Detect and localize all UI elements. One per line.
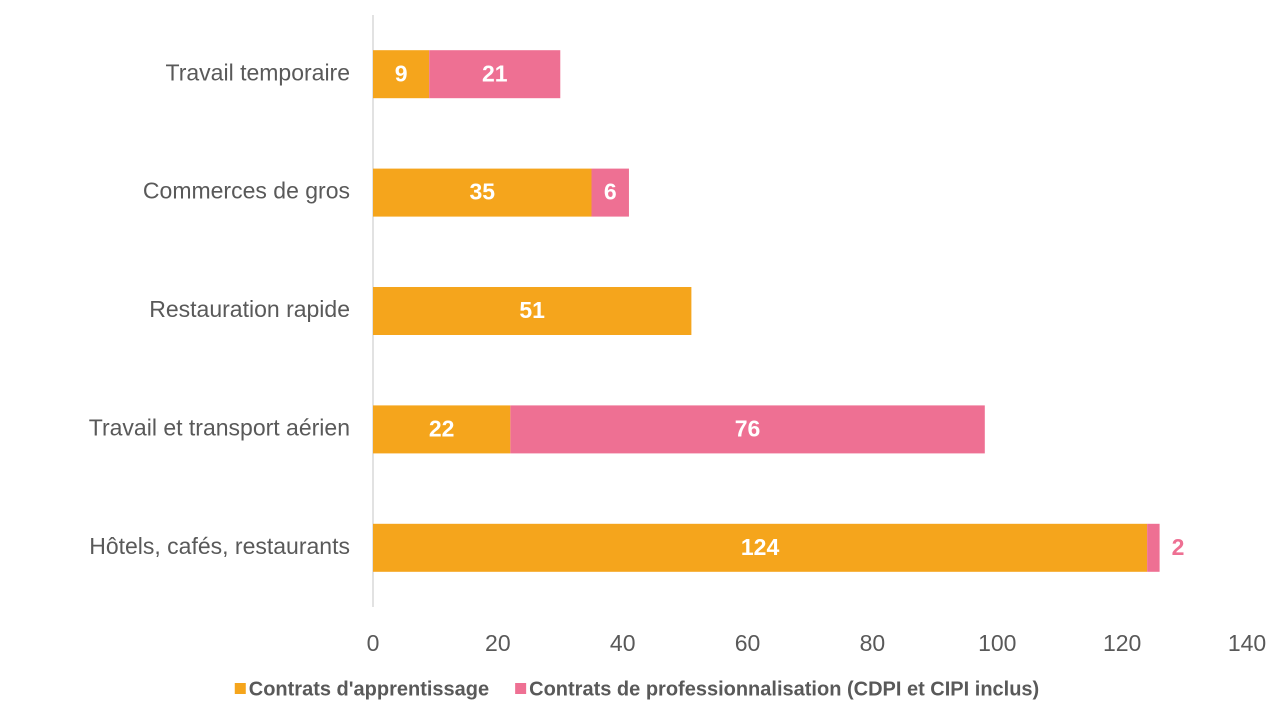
legend-label: Contrats de professionnalisation (CDPI e… [529, 678, 1039, 700]
bar-segment [510, 405, 985, 454]
y-tick-label: Travail temporaire [166, 59, 350, 85]
bar-segment [373, 168, 592, 217]
y-tick-label: Travail et transport aérien [89, 414, 350, 440]
data-label: 124 [741, 534, 780, 560]
legend-marker [234, 683, 246, 694]
data-label: 6 [604, 179, 617, 205]
data-label: 21 [482, 60, 508, 86]
bar-segment [373, 50, 430, 99]
bar-segment [373, 523, 1148, 572]
x-tick-label: 60 [735, 630, 761, 656]
x-tick-label: 100 [978, 630, 1016, 656]
y-tick-label: Commerces de gros [143, 178, 350, 204]
legend-marker [515, 683, 527, 694]
data-label: 2 [1172, 534, 1185, 560]
data-label: 51 [519, 297, 545, 323]
bar-segment [429, 50, 561, 99]
bar-segment [591, 168, 629, 217]
x-tick-label: 120 [1103, 630, 1141, 656]
y-tick-label: Restauration rapide [149, 296, 350, 322]
data-label: 9 [395, 60, 408, 86]
x-tick-label: 0 [367, 630, 380, 656]
x-tick-label: 80 [860, 630, 886, 656]
x-tick-label: 140 [1228, 630, 1266, 656]
data-label: 35 [469, 179, 495, 205]
data-label: 22 [429, 415, 455, 441]
data-label: 76 [735, 415, 761, 441]
x-tick-label: 40 [610, 630, 636, 656]
bar-segment [1147, 523, 1160, 572]
bar-segment [373, 405, 511, 454]
x-tick-label: 20 [485, 630, 511, 656]
y-tick-label: Hôtels, cafés, restaurants [89, 533, 350, 559]
bar-segment [373, 287, 692, 335]
legend-label: Contrats d'apprentissage [249, 678, 489, 700]
